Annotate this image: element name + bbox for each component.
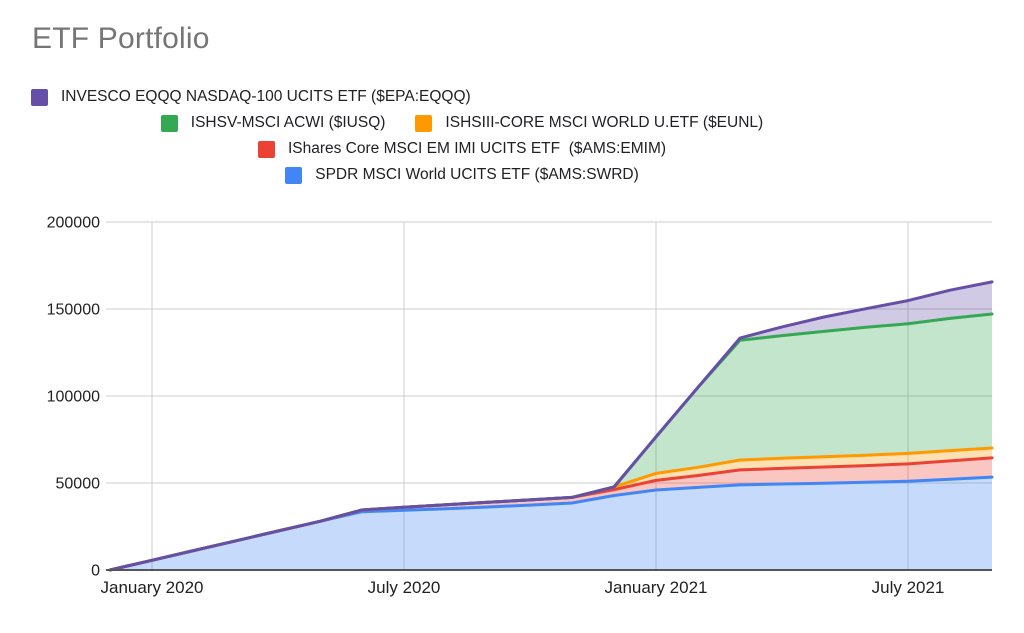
area-fill-2 <box>110 448 992 570</box>
chart-title: ETF Portfolio <box>32 22 210 55</box>
legend-item-emim[interactable]: IShares Core MSCI EM IMI UCITS ETF ($AMS… <box>257 140 667 158</box>
legend-swatch-emim <box>257 140 275 158</box>
area-fill-0 <box>110 477 992 570</box>
svg-text:150000: 150000 <box>47 302 100 319</box>
svg-text:July 2020: July 2020 <box>368 578 441 597</box>
area-fill-4 <box>110 281 992 570</box>
svg-text:January 2021: January 2021 <box>604 578 707 597</box>
legend-label-emim: IShares Core MSCI EM IMI UCITS ETF ($AMS… <box>287 140 667 157</box>
svg-text:100000: 100000 <box>47 389 100 406</box>
chart-legend: INVESCO EQQQ NASDAQ-100 UCITS ETF ($EPA:… <box>0 84 1024 188</box>
legend-item-iusq[interactable]: ISHSV-MSCI ACWI ($IUSQ) <box>160 114 386 132</box>
legend-swatch-eunl <box>415 114 433 132</box>
series-line-4 <box>108 280 994 572</box>
legend-swatch-iusq <box>160 114 178 132</box>
area-fills <box>110 281 992 570</box>
svg-text:July 2021: July 2021 <box>872 578 945 597</box>
legend-item-eunl[interactable]: ISHSIII-CORE MSCI WORLD U.ETF ($EUNL) <box>415 114 763 132</box>
legend-row-2: ISHSV-MSCI ACWI ($IUSQ) ISHSIII-CORE MSC… <box>0 110 974 136</box>
svg-text:200000: 200000 <box>47 215 100 232</box>
legend-item-eqqq[interactable]: INVESCO EQQQ NASDAQ-100 UCITS ETF ($EPA:… <box>31 88 471 106</box>
svg-text:January 2020: January 2020 <box>100 578 203 597</box>
legend-row-3: IShares Core MSCI EM IMI UCITS ETF ($AMS… <box>0 136 974 162</box>
y-axis-labels: 0 50000 100000 150000 200000 <box>47 215 100 580</box>
legend-swatch-swrd <box>285 166 303 184</box>
legend-swatch-eqqq <box>31 88 48 106</box>
svg-text:0: 0 <box>91 563 100 580</box>
legend-row-4: SPDR MSCI World UCITS ETF ($AMS:SWRD) <box>0 162 974 188</box>
legend-label-eunl: ISHSIII-CORE MSCI WORLD U.ETF ($EUNL) <box>445 114 764 131</box>
legend-label-swrd: SPDR MSCI World UCITS ETF ($AMS:SWRD) <box>315 166 639 183</box>
legend-label-iusq: ISHSV-MSCI ACWI ($IUSQ) <box>190 114 386 131</box>
svg-text:50000: 50000 <box>56 476 101 493</box>
legend-label-eqqq: INVESCO EQQQ NASDAQ-100 UCITS ETF ($EPA:… <box>61 88 471 105</box>
x-axis-labels: January 2020 July 2020 January 2021 July 20… <box>100 578 944 597</box>
area-fill-1 <box>110 457 992 570</box>
legend-item-swrd[interactable]: SPDR MSCI World UCITS ETF ($AMS:SWRD) <box>285 166 639 184</box>
area-fill-3 <box>110 314 992 570</box>
gridlines <box>106 221 992 570</box>
series-lines <box>108 280 994 572</box>
legend-row-1: INVESCO EQQQ NASDAQ-100 UCITS ETF ($EPA:… <box>0 84 1024 110</box>
